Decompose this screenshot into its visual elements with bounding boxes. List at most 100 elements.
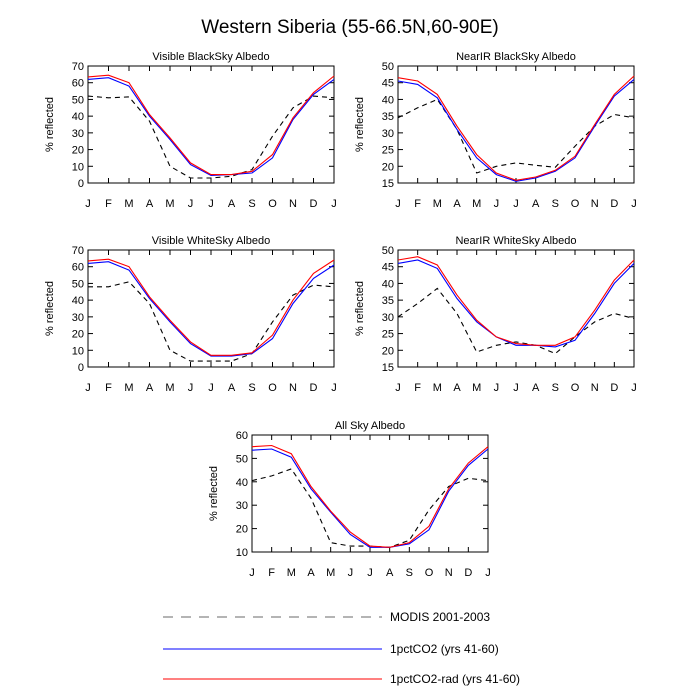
x-tick-label: S <box>552 198 559 210</box>
y-tick-label: 20 <box>72 329 84 341</box>
x-tick-label: D <box>310 382 318 394</box>
x-tick-label: A <box>532 382 540 394</box>
x-tick-label: F <box>268 567 275 579</box>
x-tick-label: J <box>513 198 519 210</box>
y-tick-label: 40 <box>382 94 394 106</box>
x-tick-label: O <box>571 198 580 210</box>
x-tick-label: S <box>248 198 255 210</box>
plot-frame <box>87 65 335 184</box>
y-tick-label: 40 <box>382 278 394 290</box>
y-tick-label: 60 <box>72 262 84 274</box>
x-tick-label: M <box>124 382 133 394</box>
x-tick-label: M <box>124 198 133 210</box>
y-axis-label: % reflected <box>354 97 366 152</box>
x-tick-label: M <box>165 382 174 394</box>
x-tick-label: A <box>228 198 236 210</box>
y-tick-label: 0 <box>78 362 84 374</box>
y-tick-label: 25 <box>382 145 394 157</box>
series-line-3 <box>251 444 489 548</box>
series-line-2 <box>251 448 489 548</box>
chart-panels: Visible BlackSky Albedo 0 10 20 30 40 50 60 70 J F… <box>44 51 637 579</box>
y-tick-label: 30 <box>382 312 394 324</box>
chart-panel-2: NearIR BlackSky Albedo 15 20 25 30 35 40 45 50 J F… <box>354 51 637 210</box>
x-tick-label: J <box>188 382 194 394</box>
x-tick-label: A <box>228 382 236 394</box>
y-tick-label: 50 <box>382 245 394 257</box>
x-tick-label: M <box>287 567 296 579</box>
series-line-2 <box>397 259 635 348</box>
series-line-3 <box>397 256 635 346</box>
x-tick-label: J <box>85 382 91 394</box>
x-tick-label: J <box>395 382 401 394</box>
x-tick-label: S <box>248 382 255 394</box>
y-tick-label: 30 <box>382 128 394 140</box>
y-tick-label: 10 <box>236 547 248 559</box>
panel-title: Visible WhiteSky Albedo <box>152 235 270 247</box>
y-axis-label: % reflected <box>354 281 366 336</box>
x-tick-label: M <box>472 382 481 394</box>
y-axis-label: % reflected <box>44 281 56 336</box>
legend-entry-1: MODIS 2001-2003 <box>163 610 490 624</box>
x-tick-label: J <box>208 382 214 394</box>
y-tick-label: 25 <box>382 329 394 341</box>
x-tick-label: A <box>453 198 461 210</box>
series-line-1 <box>87 95 335 179</box>
panel-title: NearIR BlackSky Albedo <box>456 51 576 63</box>
x-tick-label: O <box>268 382 277 394</box>
series-line-1 <box>88 281 335 362</box>
x-tick-label: J <box>249 567 255 579</box>
x-tick-label: J <box>395 198 401 210</box>
x-tick-label: A <box>532 198 540 210</box>
x-tick-label: J <box>631 382 637 394</box>
x-tick-label: O <box>425 567 434 579</box>
x-tick-label: J <box>494 382 500 394</box>
y-tick-label: 35 <box>382 295 394 307</box>
x-tick-label: J <box>208 198 214 210</box>
x-tick-label: F <box>105 382 112 394</box>
x-tick-label: J <box>85 198 91 210</box>
series-line-3 <box>397 75 635 181</box>
series-line-1 <box>397 98 635 174</box>
x-tick-label: J <box>494 198 500 210</box>
x-tick-label: N <box>591 198 599 210</box>
legend-entry-3: 1pctCO2-rad (yrs 41-60) <box>163 672 520 686</box>
x-tick-label: O <box>571 382 580 394</box>
x-tick-label: A <box>453 382 461 394</box>
y-tick-label: 45 <box>382 78 394 90</box>
y-tick-label: 60 <box>236 430 248 442</box>
x-tick-label: D <box>610 382 618 394</box>
plot-frame <box>87 249 335 368</box>
y-tick-label: 70 <box>72 61 84 73</box>
y-tick-label: 50 <box>72 94 84 106</box>
x-tick-label: J <box>513 382 519 394</box>
x-tick-label: J <box>367 567 373 579</box>
legend-label: 1pctCO2 (yrs 41-60) <box>390 642 499 656</box>
panel-title: All Sky Albedo <box>335 420 405 432</box>
x-tick-label: D <box>464 567 472 579</box>
series-line-2 <box>397 78 635 182</box>
x-tick-label: M <box>433 198 442 210</box>
x-tick-label: M <box>433 382 442 394</box>
y-tick-label: 10 <box>72 345 84 357</box>
series-line-2 <box>87 77 335 177</box>
y-tick-label: 15 <box>382 362 394 374</box>
y-tick-label: 20 <box>382 161 394 173</box>
x-tick-label: M <box>326 567 335 579</box>
x-tick-label: N <box>289 198 297 210</box>
x-tick-label: N <box>591 382 599 394</box>
y-tick-label: 30 <box>236 500 248 512</box>
y-tick-label: 50 <box>382 61 394 73</box>
x-tick-label: A <box>146 382 154 394</box>
x-tick-label: O <box>268 198 277 210</box>
y-tick-label: 30 <box>72 312 84 324</box>
y-tick-label: 20 <box>382 345 394 357</box>
y-tick-label: 40 <box>72 295 84 307</box>
series-line-3 <box>87 74 335 176</box>
x-tick-label: S <box>406 567 413 579</box>
x-tick-label: N <box>445 567 453 579</box>
figure-title: Western Siberia (55-66.5N,60-90E) <box>201 17 498 38</box>
x-tick-label: F <box>105 198 112 210</box>
x-tick-label: J <box>348 567 354 579</box>
